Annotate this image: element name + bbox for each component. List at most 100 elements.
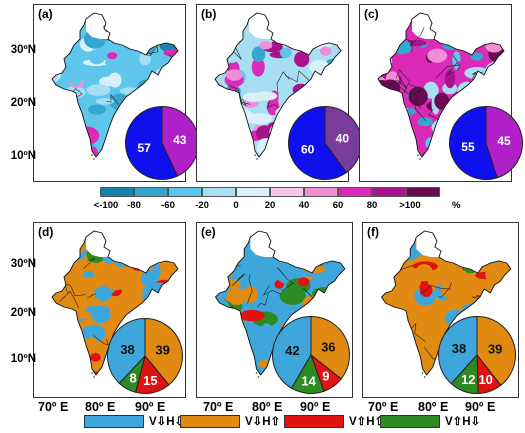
panel-label-a: (a)	[38, 7, 53, 21]
map-region	[134, 253, 152, 269]
pie-slice	[310, 315, 350, 380]
pie-slice-label: 12	[461, 372, 475, 387]
map-region	[301, 39, 312, 48]
pie-slice	[485, 105, 523, 179]
pie-slice	[449, 105, 498, 180]
colorbar-cell	[202, 187, 236, 197]
legend-swatch-v-up-h-down	[380, 414, 440, 428]
map-region	[69, 69, 82, 87]
map-region	[381, 231, 403, 251]
panel-e: (e) 42 36 9 14	[196, 222, 353, 398]
map-region	[223, 321, 246, 331]
map-region	[219, 119, 232, 133]
map-region	[246, 113, 272, 125]
map-region	[139, 52, 152, 66]
pie-slice-label: 55	[461, 140, 475, 154]
map-region	[242, 286, 258, 303]
map-region	[226, 119, 241, 133]
map-region	[491, 94, 503, 105]
pie-slice-label: 42	[285, 343, 299, 358]
map-region	[81, 145, 99, 157]
colorbar-cell	[406, 187, 440, 197]
map-region	[79, 359, 91, 375]
map-region	[152, 20, 162, 33]
pie-slice-label: 10	[478, 372, 492, 387]
map-region	[112, 244, 133, 254]
map-region	[52, 342, 73, 362]
colorbar-tick-label: 0	[233, 200, 239, 211]
map-region	[95, 98, 114, 105]
map-region	[422, 151, 431, 157]
map-region	[116, 248, 142, 261]
map-region	[82, 270, 95, 278]
map-region	[427, 63, 438, 73]
map-region	[291, 250, 308, 267]
map-region	[69, 136, 93, 154]
map-region	[383, 133, 410, 141]
map-region	[215, 141, 238, 157]
map-region	[483, 20, 503, 38]
panel-label-f: (f)	[367, 225, 379, 239]
panel-label-b: (b)	[201, 7, 217, 21]
map-region	[292, 83, 309, 96]
map-region	[381, 246, 391, 265]
map-region	[60, 121, 70, 133]
pie-slice	[476, 315, 516, 386]
map-region	[495, 288, 509, 296]
map-region	[53, 319, 77, 329]
map-region	[479, 73, 496, 89]
pie-slice-label: 15	[143, 373, 157, 388]
panel-c: (c) 55 45	[359, 4, 523, 182]
lat-label-10n-bottom: 10ºN	[10, 353, 36, 365]
map-region	[305, 265, 326, 274]
india-outline	[51, 230, 179, 376]
map-region	[220, 146, 237, 154]
india-outline	[214, 12, 342, 158]
map-region	[280, 47, 292, 59]
map-region	[170, 274, 178, 292]
map-region	[215, 285, 228, 302]
map-region	[381, 279, 404, 292]
lon-label-90e-d: 90º E	[135, 400, 166, 414]
map-region	[140, 243, 161, 254]
lon-label-70e-d: 70º E	[38, 400, 69, 414]
map-region	[81, 324, 106, 342]
map-region	[378, 149, 384, 157]
lat-label-20n-top: 20ºN	[10, 97, 36, 109]
map-region	[114, 231, 132, 249]
map-region	[154, 73, 169, 84]
map-region	[155, 67, 175, 79]
map-region	[381, 352, 397, 369]
map-region	[274, 240, 290, 247]
map-region	[148, 282, 170, 296]
map-region	[61, 338, 83, 353]
map-region	[107, 52, 118, 60]
map-region	[251, 46, 266, 63]
colorbar-tick-label: -60	[161, 200, 175, 211]
map-region	[378, 20, 390, 39]
map-region	[485, 61, 504, 77]
pie-slice	[125, 105, 179, 180]
map-region	[66, 337, 90, 345]
map-region	[215, 235, 241, 245]
lon-label-80e-f: 80º E	[418, 400, 449, 414]
map-region	[455, 246, 469, 255]
lat-label-30n-bottom: 30ºN	[10, 258, 36, 270]
lon-label-80e-d: 80º E	[85, 400, 116, 414]
map-region	[379, 100, 389, 107]
map-region	[335, 66, 341, 80]
map-region	[128, 237, 149, 246]
map-region	[417, 117, 433, 127]
map-region	[427, 48, 448, 63]
legend-swatch-v-down-h-down	[84, 414, 144, 428]
pie-slice	[272, 315, 312, 389]
map-region	[419, 283, 433, 297]
map-region	[456, 59, 482, 67]
map-region	[151, 86, 163, 98]
colorbar-cell	[100, 187, 134, 197]
map-region	[381, 304, 392, 323]
map-region	[215, 253, 235, 262]
map-region	[485, 266, 503, 283]
map-region	[225, 288, 248, 305]
legend-label-v-up-h-up: V⇧H⇧	[349, 416, 385, 428]
